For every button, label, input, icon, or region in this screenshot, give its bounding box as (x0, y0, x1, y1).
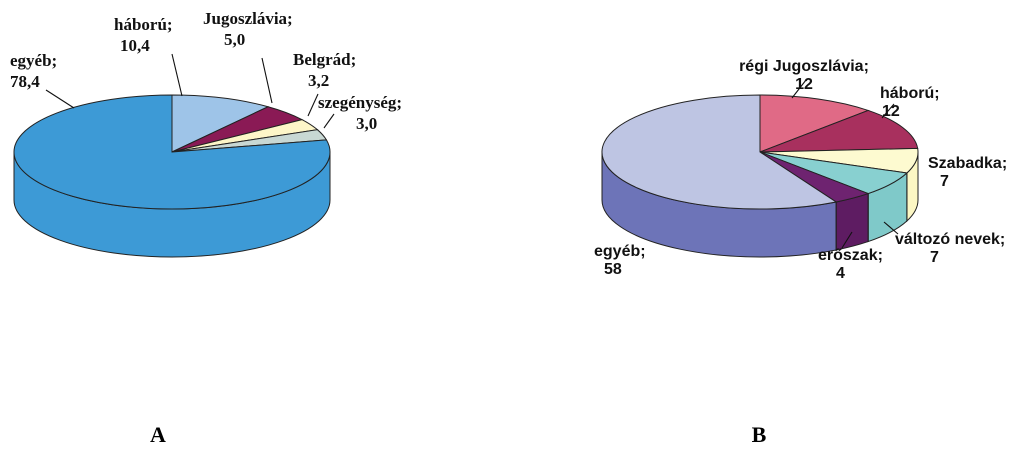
pie-1-label-value-4: 4 (836, 265, 845, 282)
pie-chart-a (13, 94, 331, 258)
pie-1-slice-5 (601, 94, 838, 210)
pie-1-label-name-3: változó nevek; (895, 231, 1005, 248)
pie-0-label-value-1: 5,0 (224, 30, 245, 49)
pie-chart-b (601, 94, 919, 258)
pie-0-label-value-3: 3,0 (356, 114, 377, 133)
pie-1-label-value-0: 12 (795, 76, 813, 93)
pie-1-label-name-4: erőszak; (818, 247, 883, 264)
pie-1-label-value-5: 58 (604, 261, 622, 278)
pie-1-leader-4 (841, 231, 853, 249)
pie-0-label-name-0: háború; (114, 15, 173, 34)
pie-0-label-name-1: Jugoszlávia; (203, 9, 293, 28)
pie-1-label-value-2: 7 (940, 173, 949, 190)
pie-0-label-name-2: Belgrád; (293, 50, 356, 69)
pie-1-slice-1 (759, 109, 919, 153)
pie-0-leader-1 (261, 57, 273, 104)
pie-1-side-4 (835, 192, 869, 251)
pie-1-label-name-2: Szabadka; (928, 155, 1007, 172)
pie-0-label-name-4: egyéb; (10, 51, 57, 70)
pie-1-label-name-0: régi Jugoszlávia; (739, 58, 869, 75)
pie-0-leader-3 (323, 113, 335, 129)
pie-0-slice-0 (171, 94, 270, 153)
pie-1-label-name-5: egyéb; (594, 243, 646, 260)
chart-a-caption: A (150, 422, 166, 447)
chart-b-caption: B (752, 422, 767, 447)
pie-0-label-value-0: 10,4 (120, 36, 150, 55)
pie-1-label-value-1: 12 (882, 103, 900, 120)
pie-0-leader-2 (307, 93, 319, 117)
pie-0-slice-4 (13, 94, 331, 210)
pie-0-leader-4 (45, 89, 75, 109)
pie-0-label-name-3: szegénység; (318, 93, 402, 112)
pie-1-label-value-3: 7 (930, 249, 939, 266)
pie-1-leader-3 (883, 221, 899, 235)
pie-1-leader-0 (791, 79, 807, 99)
pie-0-leader-0 (171, 53, 183, 97)
pie-a-labels: háború; 10,4 Jugoszlávia; 5,0 Belgrád; 3,2 sze… (10, 9, 402, 133)
pie-b-labels: régi Jugoszlávia;12háború;12Szabadka;7vá… (594, 58, 1007, 282)
pie-0-label-value-4: 78,4 (10, 72, 40, 91)
pie-1-slice-0 (759, 94, 870, 153)
pie-0-label-value-2: 3,2 (308, 71, 329, 90)
pie-1-label-name-1: háború; (880, 85, 940, 102)
pie-1-leader-1 (881, 103, 895, 119)
